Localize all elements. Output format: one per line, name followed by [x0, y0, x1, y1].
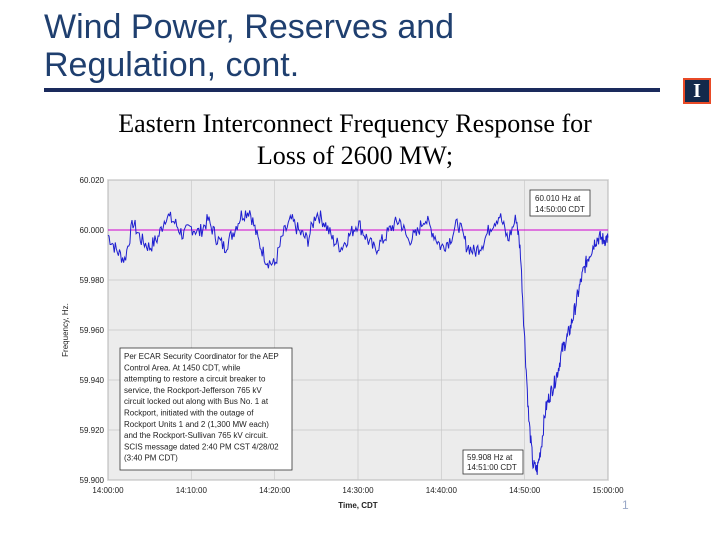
subtitle-line-2: Loss of 2600 MW; — [256, 141, 454, 170]
x-tick-label: 15:00:00 — [592, 486, 624, 495]
annotation-note-line: Control Area. At 1450 CDT, while — [124, 363, 241, 372]
x-tick-label: 14:40:00 — [426, 486, 458, 495]
title-underline — [44, 88, 660, 92]
y-tick-label: 59.940 — [80, 376, 105, 385]
x-tick-label: 14:10:00 — [176, 486, 208, 495]
x-tick-label: 14:20:00 — [259, 486, 291, 495]
y-tick-label: 60.020 — [80, 176, 105, 185]
annotation-note-line: Rockport Units 1 and 2 (1,300 MW each) — [124, 420, 269, 429]
annotation-top-box: 60.010 Hz at 14:50:00 CDT — [529, 189, 591, 217]
y-tick-label: 59.900 — [80, 476, 105, 485]
annotation-note-box: Per ECAR Security Coordinator for the AE… — [119, 347, 293, 471]
annotation-note-line: circuit locked out along with Bus No. 1 … — [124, 397, 269, 406]
annotation-bottom-line-2: 14:51:00 CDT — [467, 463, 517, 472]
x-tick-label: 14:00:00 — [92, 486, 124, 495]
y-axis-label: Frequency, Hz. — [61, 303, 70, 357]
y-tick-label: 59.960 — [80, 326, 105, 335]
annotation-bottom-box: 59.908 Hz at 14:51:00 CDT — [462, 449, 524, 475]
annotation-note-line: service, the Rockport-Jefferson 765 kV — [124, 386, 262, 395]
annotation-note-line: Rockport, initiated with the outage of — [124, 409, 254, 418]
slide-subtitle: Eastern Interconnect Frequency Response … — [70, 108, 640, 172]
university-logo-icon: I — [683, 78, 711, 104]
x-axis-ticks: 14:00:00 14:10:00 14:20:00 14:30:00 14:40:00… — [92, 486, 624, 495]
annotation-note-line: attempting to restore a circuit breaker … — [124, 375, 266, 384]
frequency-chart: 60.020 60.000 59.980 59.960 59.940 59.920 59.9… — [61, 176, 624, 510]
annotation-note-line: (3:40 PM CDT) — [124, 454, 178, 463]
y-tick-label: 59.920 — [80, 426, 105, 435]
frequency-series-line — [107, 210, 609, 475]
annotation-note-line: Per ECAR Security Coordinator for the AE… — [124, 352, 279, 361]
annotation-bottom-line-1: 59.908 Hz at — [467, 453, 513, 462]
slide-title: Wind Power, Reserves and Regulation, con… — [44, 8, 684, 84]
page-number: 1 — [622, 498, 629, 512]
annotation-top-line-1: 60.010 Hz at — [535, 194, 581, 203]
y-tick-label: 59.980 — [80, 276, 105, 285]
x-tick-label: 14:30:00 — [342, 486, 374, 495]
title-line-1: Wind Power, Reserves and — [44, 8, 455, 46]
x-tick-label: 14:50:00 — [509, 486, 541, 495]
y-axis-ticks: 60.020 60.000 59.980 59.960 59.940 59.920 59.9… — [80, 176, 105, 485]
annotation-note-line: and the Rockport-Sullivan 765 kV circuit… — [124, 431, 268, 440]
subtitle-line-1: Eastern Interconnect Frequency Response … — [118, 109, 592, 138]
x-axis-label: Time, CDT — [338, 501, 378, 510]
annotation-note-line: SCIS message dated 2:40 PM CST 4/28/02 — [124, 442, 279, 451]
title-line-2: Regulation, cont. — [44, 46, 300, 84]
y-tick-label: 60.000 — [80, 226, 105, 235]
annotation-top-line-2: 14:50:00 CDT — [535, 205, 585, 214]
